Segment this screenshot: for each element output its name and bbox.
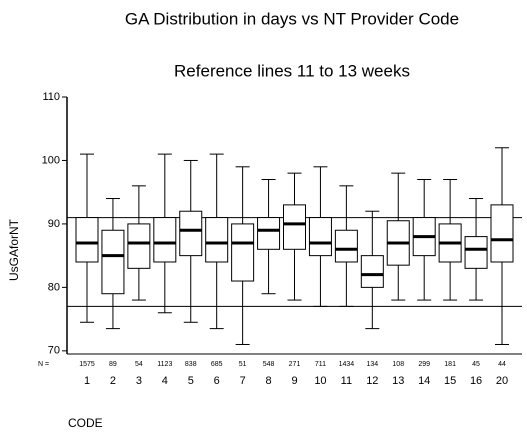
n-value: 685 [211, 361, 223, 368]
x-tick-label: 3 [136, 375, 142, 387]
x-tick-label: 2 [110, 375, 116, 387]
y-tick-label: 110 [42, 91, 60, 103]
n-value: 89 [109, 361, 117, 368]
box [153, 217, 177, 263]
n-value: 44 [498, 361, 506, 368]
box [101, 229, 125, 295]
chart-title: GA Distribution in days vs NT Provider C… [125, 9, 459, 28]
n-value: 838 [185, 361, 197, 368]
n-value: 1575 [79, 361, 95, 368]
y-axis-label: UsGAforNT [7, 218, 21, 281]
box [179, 210, 203, 257]
x-tick-label: 9 [291, 375, 297, 387]
box [308, 217, 332, 257]
x-tick-label: 4 [162, 375, 168, 387]
y-tick-label: 70 [48, 345, 60, 357]
box [127, 223, 151, 269]
x-tick-label: 20 [496, 375, 508, 387]
n-value: 271 [289, 361, 301, 368]
x-tick-label: 1 [84, 375, 90, 387]
n-value: 548 [263, 361, 275, 368]
box [283, 204, 306, 250]
y-tick-label: 80 [48, 281, 60, 293]
n-value: 45 [472, 361, 480, 368]
y-tick-label: 90 [48, 218, 60, 230]
n-value: 1434 [339, 361, 355, 368]
box [334, 229, 358, 263]
x-tick-label: 16 [470, 375, 482, 387]
n-value: 108 [392, 361, 404, 368]
x-tick-label: 7 [240, 375, 246, 387]
box [360, 255, 384, 288]
n-value: 134 [366, 361, 378, 368]
x-tick-label: 5 [188, 375, 194, 387]
n-value: 54 [135, 361, 143, 368]
x-axis-label: CODE [68, 416, 103, 430]
x-tick-label: 10 [314, 375, 326, 387]
box [231, 223, 255, 282]
x-tick-label: 11 [341, 375, 352, 387]
n-value: 711 [315, 361, 326, 368]
n-value: 1123 [157, 361, 172, 368]
box [257, 217, 281, 250]
box [490, 204, 514, 263]
n-label: N = [38, 361, 49, 368]
box [205, 217, 229, 263]
chart-subtitle: Reference lines 11 to 13 weeks [174, 61, 410, 80]
box [464, 236, 488, 269]
x-tick-label: 12 [366, 375, 378, 387]
n-value: 51 [239, 361, 247, 368]
n-value: 299 [418, 361, 430, 368]
x-tick-label: 6 [214, 375, 220, 387]
x-tick-label: 15 [444, 375, 456, 387]
x-tick-label: 14 [418, 375, 430, 387]
n-value: 181 [444, 361, 456, 368]
box [75, 217, 99, 263]
x-tick-label: 8 [266, 375, 272, 387]
y-tick-label: 100 [42, 154, 60, 166]
x-tick-label: 13 [392, 375, 404, 387]
